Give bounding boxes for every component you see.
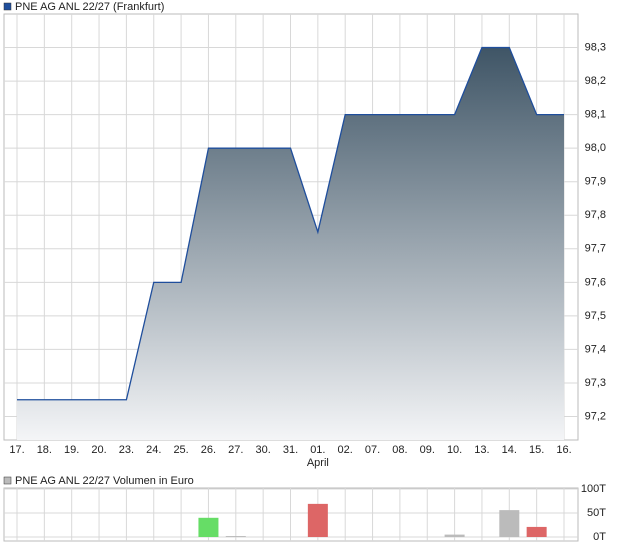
- y-tick-label: 97,8: [585, 209, 606, 221]
- x-tick-label: 02.: [338, 444, 353, 456]
- x-tick-label: 27.: [228, 444, 243, 456]
- x-tick-label: 31.: [283, 444, 298, 456]
- y-tick-label: 100T: [581, 483, 606, 495]
- x-tick-label: 19.: [64, 444, 79, 456]
- y-tick-label: 97,6: [585, 276, 606, 288]
- x-tick-label: 20.: [91, 444, 106, 456]
- x-tick-label: 16.: [556, 444, 571, 456]
- bar: [499, 510, 520, 537]
- y-tick-label: 97,9: [585, 176, 606, 188]
- legend-label: PNE AG ANL 22/27 Volumen in Euro: [15, 475, 194, 487]
- legend-swatch: [3, 2, 12, 11]
- line: [17, 46, 564, 401]
- legend-swatch: [3, 476, 12, 485]
- x-tick-label: 08.: [392, 444, 407, 456]
- x-tick-label: 01.: [310, 444, 325, 456]
- x-tick-label: 30.: [256, 444, 271, 456]
- area: [17, 47, 564, 441]
- y-tick-label: 98,3: [585, 41, 606, 53]
- y-tick-label: 97,2: [585, 410, 606, 422]
- y-tick-label: 98,2: [585, 75, 606, 87]
- bar: [307, 503, 328, 537]
- x-tick-label: 18.: [37, 444, 52, 456]
- y-tick-label: 0T: [593, 531, 606, 543]
- x-tick-label: 25.: [173, 444, 188, 456]
- x-tick-label: 13.: [474, 444, 489, 456]
- y-tick-label: 97,4: [585, 343, 606, 355]
- x-tick-label: 17.: [9, 444, 24, 456]
- bar: [526, 526, 547, 537]
- x-tick-label: 24.: [146, 444, 161, 456]
- x-tick-label: 14.: [502, 444, 517, 456]
- x-tick-label: 10.: [447, 444, 462, 456]
- y-tick-label: 97,5: [585, 310, 606, 322]
- x-tick-label: 09.: [420, 444, 435, 456]
- x-tick-label: 15.: [529, 444, 544, 456]
- bar: [225, 536, 246, 537]
- x-tick-label: 26.: [201, 444, 216, 456]
- bar: [444, 534, 465, 537]
- y-tick-label: 50T: [587, 507, 606, 519]
- bar: [198, 517, 219, 537]
- y-tick-label: 97,3: [585, 377, 606, 389]
- x-tick-label: 07.: [365, 444, 380, 456]
- y-tick-label: 98,1: [585, 109, 606, 121]
- y-tick-label: 98,0: [585, 142, 606, 154]
- x-tick-label: 23.: [119, 444, 134, 456]
- legend-label: PNE AG ANL 22/27 (Frankfurt): [15, 1, 164, 13]
- y-tick-label: 97,7: [585, 243, 606, 255]
- x-month-label: April: [307, 457, 329, 469]
